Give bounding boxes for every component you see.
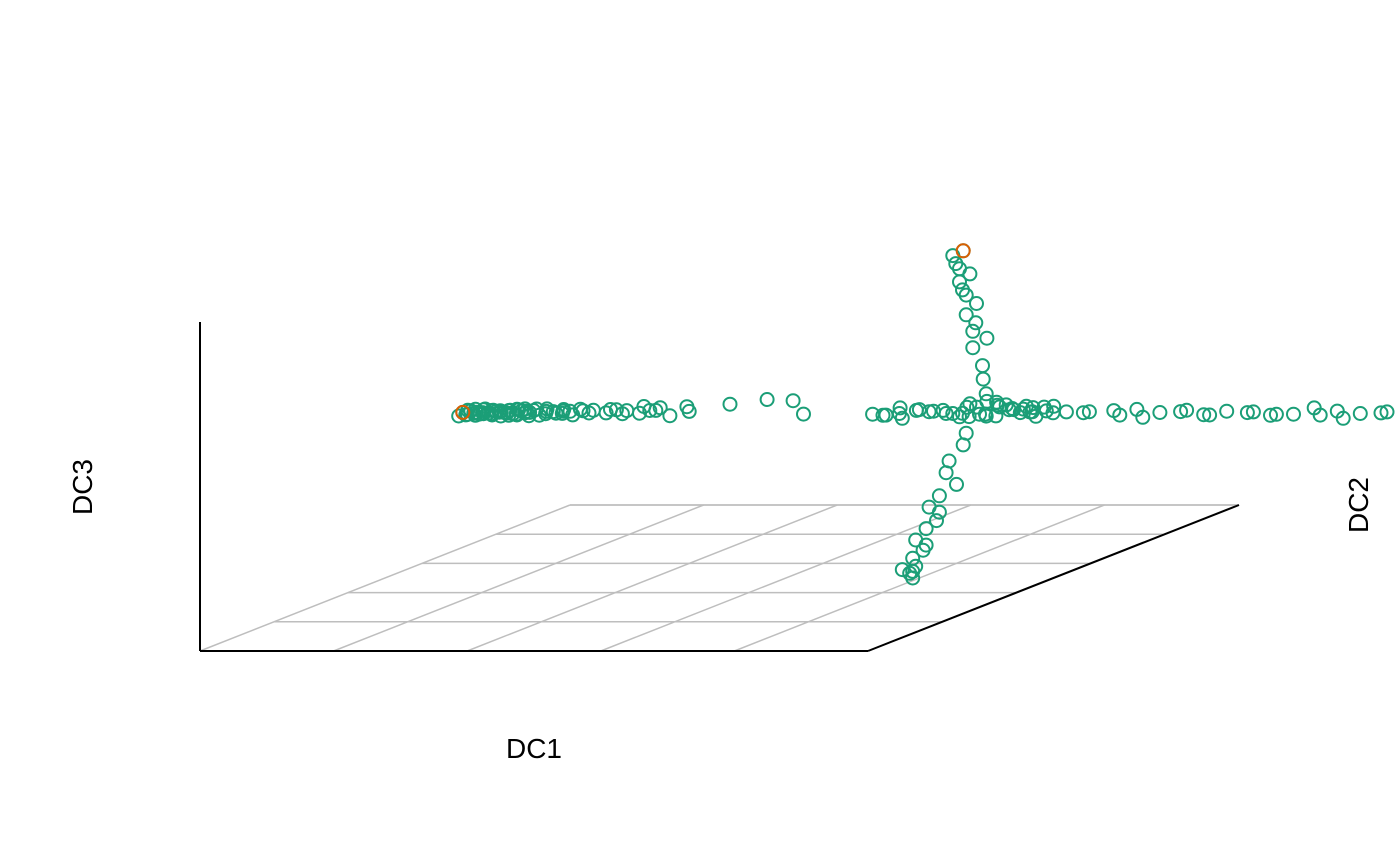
axes <box>199 322 1240 652</box>
data-point <box>785 393 801 409</box>
data-point <box>548 405 564 421</box>
data-point <box>1058 404 1074 420</box>
data-point <box>892 400 908 416</box>
data-point <box>929 513 944 529</box>
data-point <box>1202 407 1218 423</box>
data-point <box>1239 405 1255 421</box>
data-point <box>952 409 967 425</box>
data-point <box>1152 405 1168 420</box>
data-point <box>1245 404 1261 420</box>
data-point <box>948 256 964 272</box>
data-point <box>598 405 614 421</box>
data-point <box>1268 406 1284 422</box>
data-point <box>972 406 987 422</box>
data-point <box>979 330 995 346</box>
data-point <box>926 403 941 419</box>
data-point <box>978 408 994 424</box>
data-point <box>1286 406 1301 422</box>
highlight-point <box>955 243 971 259</box>
data-point <box>501 407 517 423</box>
y-axis-label: DC2 <box>1343 477 1374 533</box>
data-point <box>965 340 981 356</box>
data-point <box>975 371 991 387</box>
data-point <box>1352 406 1368 421</box>
data-point <box>521 408 537 424</box>
data-point <box>1335 410 1351 426</box>
data-point <box>931 488 947 504</box>
data-point <box>554 405 570 421</box>
grid <box>199 504 1239 652</box>
data-point <box>1196 407 1212 423</box>
data-point <box>915 542 931 558</box>
data-point <box>958 307 974 323</box>
data-point <box>969 296 984 311</box>
data-point <box>968 315 984 331</box>
data-point <box>1004 401 1020 416</box>
grid-line-x <box>600 504 972 652</box>
data-point <box>949 476 964 492</box>
data-point <box>979 393 995 409</box>
data-point <box>961 409 977 425</box>
data-point <box>1135 409 1151 425</box>
data-point <box>662 408 678 424</box>
data-point <box>1015 401 1031 417</box>
data-point <box>1012 405 1028 421</box>
data-point <box>918 521 934 537</box>
data-point <box>1112 407 1128 423</box>
data-point <box>975 358 990 374</box>
data-point <box>796 406 811 422</box>
data-point <box>538 406 554 422</box>
data-point <box>978 386 994 402</box>
data-point <box>1312 407 1328 423</box>
data-point <box>451 408 467 424</box>
x-axis-label: DC1 <box>506 733 562 764</box>
highlight-point <box>455 404 471 420</box>
z-axis-label: DC3 <box>67 459 98 515</box>
grid-line-x <box>199 504 571 652</box>
data-point <box>938 465 954 481</box>
data-point <box>642 403 658 418</box>
data-point <box>908 402 924 418</box>
data-point <box>955 282 970 298</box>
data-point <box>531 407 547 423</box>
data-point <box>1173 404 1189 420</box>
data-point <box>1373 405 1389 421</box>
data-point <box>632 405 647 421</box>
data-point <box>1263 407 1278 423</box>
data-point <box>965 323 981 339</box>
data-point <box>648 402 664 418</box>
data-point <box>581 405 597 421</box>
data-point <box>931 504 947 520</box>
data-point <box>875 407 891 423</box>
grid-line-x <box>466 504 838 652</box>
data-point <box>988 408 1004 424</box>
data-point <box>1025 400 1041 416</box>
data-point <box>1046 398 1062 414</box>
data-point <box>759 392 775 407</box>
data-points <box>451 243 1395 586</box>
data-point <box>1219 403 1235 419</box>
data-point <box>865 406 881 422</box>
data-point <box>955 437 971 453</box>
data-point <box>722 396 738 412</box>
data-point <box>614 406 630 422</box>
data-point <box>1081 404 1097 420</box>
data-point <box>905 570 921 586</box>
data-point <box>1379 404 1395 420</box>
data-point <box>1075 405 1091 421</box>
data-point <box>1028 408 1044 424</box>
y-axis-line <box>867 504 1240 652</box>
data-point <box>905 563 921 579</box>
data-point <box>681 403 697 419</box>
data-point <box>935 402 951 418</box>
data-point <box>894 562 910 578</box>
data-point <box>1179 402 1195 418</box>
grid-line-x <box>333 504 704 652</box>
